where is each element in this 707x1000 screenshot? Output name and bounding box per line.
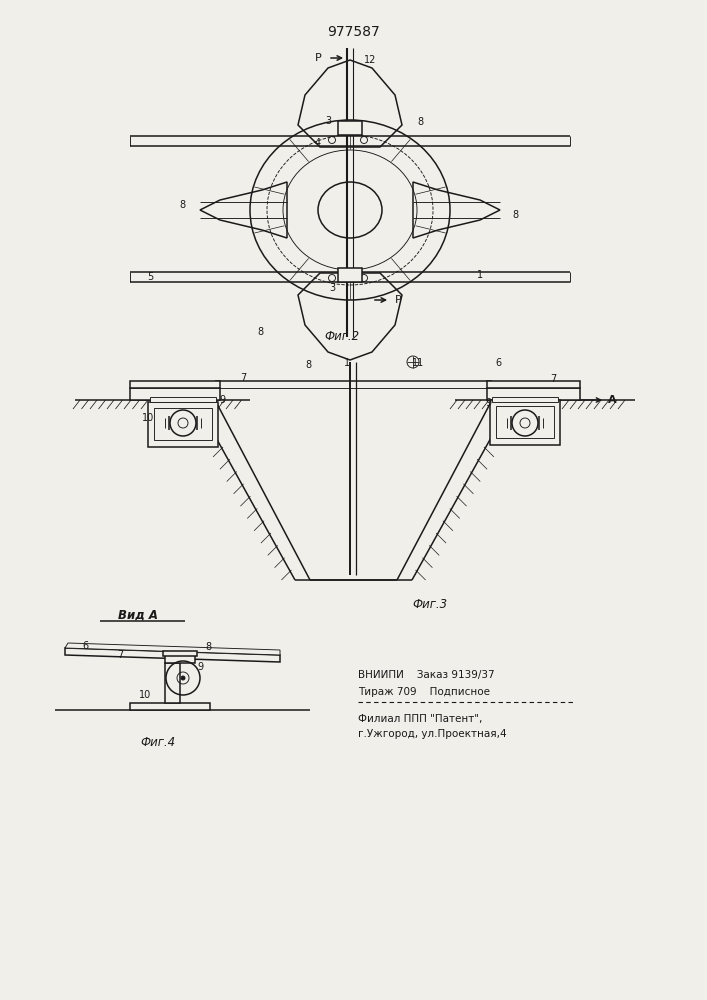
Bar: [165, 655, 195, 663]
Bar: [130, 703, 210, 710]
Text: г.Ужгород, ул.Проектная,4: г.Ужгород, ул.Проектная,4: [358, 729, 507, 739]
Text: Тираж 709    Подписное: Тираж 709 Подписное: [358, 687, 490, 697]
Text: 6: 6: [495, 358, 501, 368]
Text: 9: 9: [485, 398, 491, 408]
Text: 7: 7: [240, 373, 246, 383]
Bar: [496, 406, 554, 438]
Text: 11: 11: [412, 358, 424, 368]
Text: 8: 8: [179, 200, 185, 210]
Text: 9: 9: [197, 662, 203, 672]
Bar: [487, 388, 580, 400]
Text: 4: 4: [315, 138, 321, 148]
Text: 6: 6: [82, 641, 88, 651]
Text: 3: 3: [329, 283, 335, 293]
Text: Фиг.4: Фиг.4: [141, 736, 175, 748]
Text: 1: 1: [477, 270, 483, 280]
Bar: [165, 663, 180, 703]
Text: 5: 5: [147, 272, 153, 282]
Bar: [130, 381, 220, 388]
Text: Фиг.2: Фиг.2: [325, 330, 360, 344]
Bar: [492, 397, 558, 402]
Text: P: P: [315, 53, 322, 63]
Text: 7: 7: [117, 650, 123, 660]
Text: 3: 3: [325, 116, 331, 126]
Text: ВНИИПИ    Заказ 9139/37: ВНИИПИ Заказ 9139/37: [358, 670, 495, 680]
Bar: [338, 121, 362, 135]
Text: Вид A: Вид A: [118, 608, 158, 621]
Bar: [150, 397, 216, 402]
Polygon shape: [65, 648, 280, 662]
Bar: [487, 381, 580, 388]
Text: 10: 10: [142, 413, 154, 423]
Text: P: P: [395, 295, 402, 305]
Text: 8: 8: [417, 117, 423, 127]
Bar: [154, 408, 212, 440]
Bar: [148, 402, 218, 447]
Text: 10: 10: [139, 690, 151, 700]
Bar: [130, 388, 220, 400]
Bar: [338, 268, 362, 282]
Text: 8: 8: [205, 642, 211, 652]
Text: 9: 9: [219, 395, 225, 405]
Text: 12: 12: [364, 55, 376, 65]
Circle shape: [181, 676, 185, 680]
Bar: [163, 651, 197, 656]
Text: 1: 1: [344, 358, 350, 368]
Text: 977587: 977587: [327, 25, 380, 39]
Bar: [490, 400, 560, 445]
Text: Фиг.3: Фиг.3: [412, 598, 448, 611]
Polygon shape: [65, 643, 280, 655]
Text: 8: 8: [257, 327, 263, 337]
Text: A: A: [608, 395, 617, 405]
Text: 7: 7: [550, 374, 556, 384]
Text: 8: 8: [512, 210, 518, 220]
Text: 8: 8: [305, 360, 311, 370]
Text: Филиал ППП "Патент",: Филиал ППП "Патент",: [358, 714, 482, 724]
